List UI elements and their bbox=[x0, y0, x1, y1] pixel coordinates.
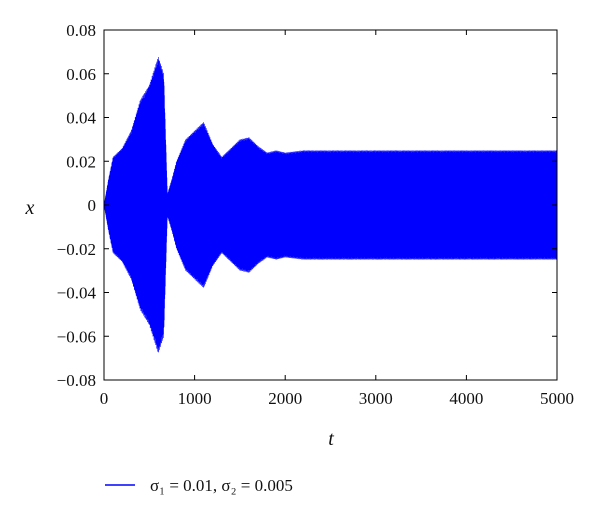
y-tick-label: −0.08 bbox=[57, 371, 96, 390]
x-tick-label: 3000 bbox=[359, 389, 393, 408]
x-tick-label: 5000 bbox=[540, 389, 574, 408]
x-tick-label: 2000 bbox=[268, 389, 302, 408]
y-tick-label: −0.04 bbox=[57, 284, 97, 303]
y-tick-label: 0.06 bbox=[66, 65, 96, 84]
signal-trace bbox=[103, 57, 558, 353]
y-tick-label: 0.02 bbox=[66, 152, 96, 171]
x-axis: 0 1000 2000 3000 4000 5000 bbox=[100, 30, 574, 408]
y-tick-label: −0.06 bbox=[57, 327, 96, 346]
legend-label: σ₁ = 0.01, σ₂ = 0.005 bbox=[150, 476, 293, 495]
y-axis-label: x bbox=[25, 197, 35, 219]
legend: σ₁ = 0.01, σ₂ = 0.005 bbox=[105, 476, 293, 495]
x-tick-label: 4000 bbox=[449, 389, 483, 408]
series-line bbox=[103, 57, 558, 353]
y-tick-label: 0 bbox=[88, 196, 97, 215]
y-tick-label: 0.08 bbox=[66, 21, 96, 40]
y-tick-label: 0.04 bbox=[66, 109, 96, 128]
y-tick-label: −0.02 bbox=[57, 240, 96, 259]
x-tick-label: 1000 bbox=[178, 389, 212, 408]
x-tick-label: 0 bbox=[100, 389, 109, 408]
x-axis-label: t bbox=[328, 428, 334, 450]
y-axis: 0.08 0.06 0.04 0.02 0 −0.02 −0.04 −0.06 −0.08 bbox=[57, 21, 557, 390]
